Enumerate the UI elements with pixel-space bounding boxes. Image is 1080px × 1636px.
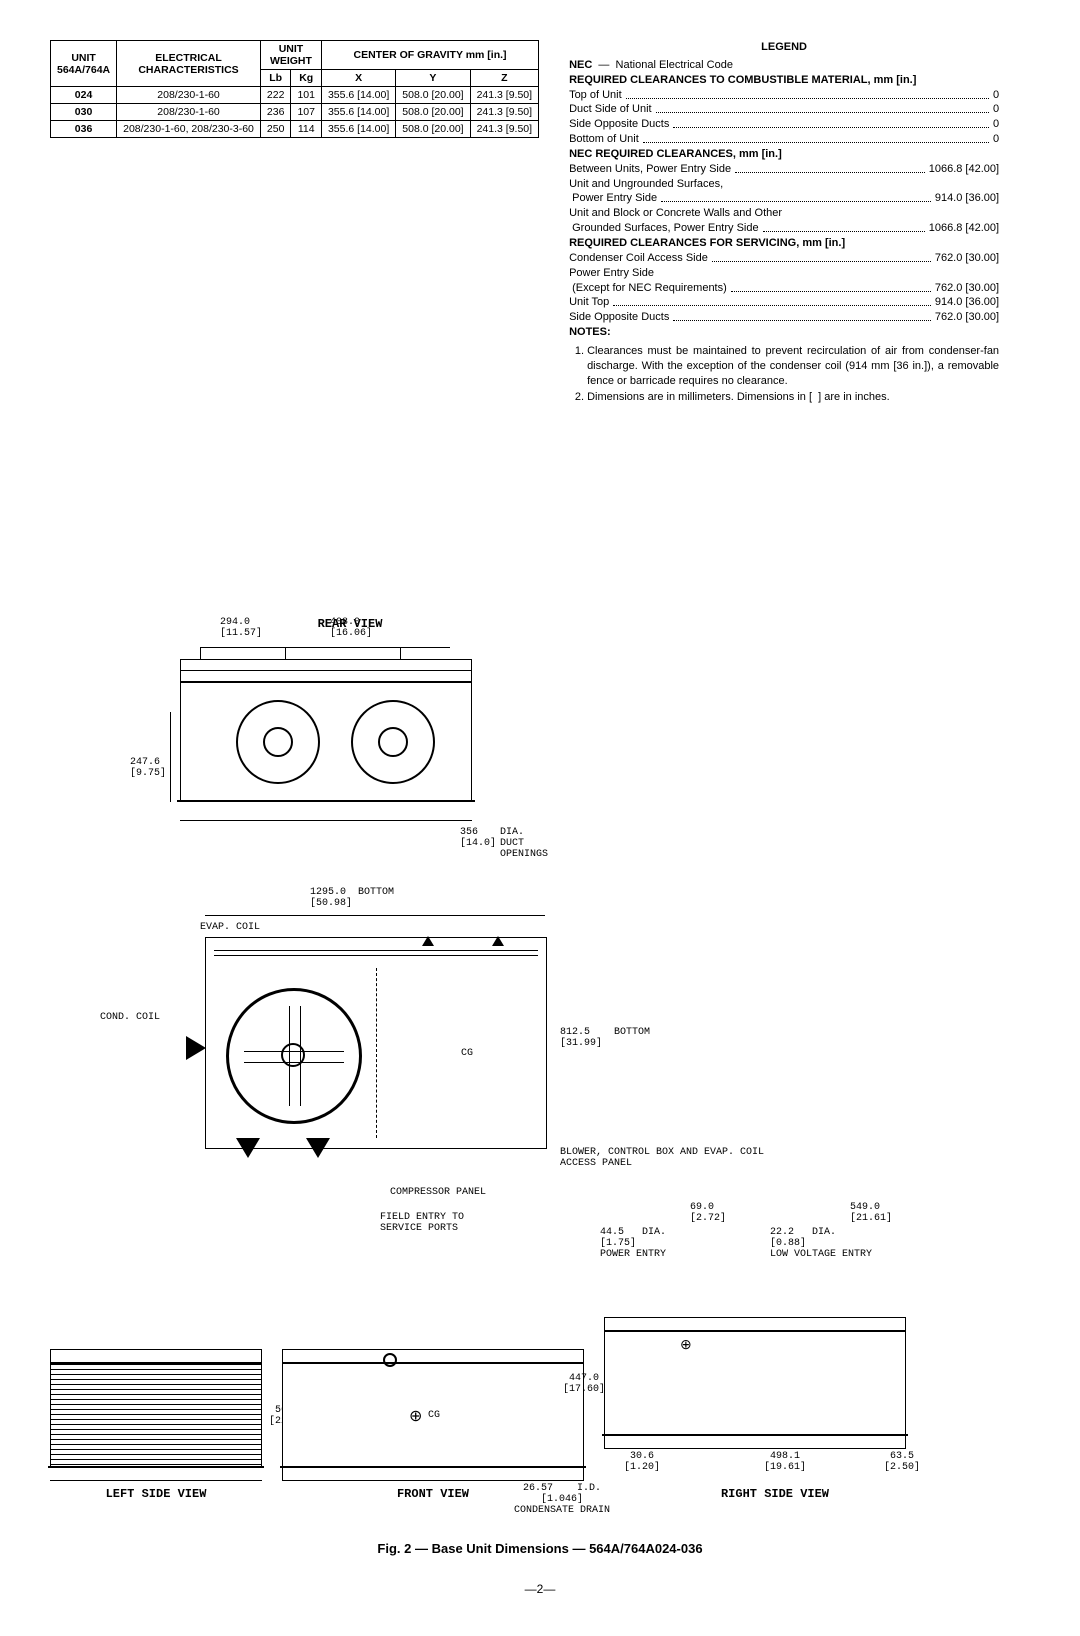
th-y: Y — [396, 70, 470, 87]
th-unit: UNIT 564A/764A — [51, 41, 117, 87]
legend-title: LEGEND — [569, 40, 999, 55]
legend-row: Top of Unit0 — [569, 88, 999, 103]
fan-icon — [226, 988, 362, 1124]
th-x: X — [321, 70, 395, 87]
th-lb: Lb — [260, 70, 291, 87]
sec1: REQUIRED CLEARANCES TO COMBUSTIBLE MATER… — [569, 74, 916, 86]
left-caption: LEFT SIDE VIEW — [50, 1487, 262, 1501]
th-weight: UNIT WEIGHT — [260, 41, 321, 70]
table-row: 030208/230-1-60236107355.6 [14.00]508.0 … — [51, 104, 539, 121]
rear-view-diagram: 294.0 [11.57] 408.0 [16.06] 247.6 [9.75]… — [150, 617, 510, 867]
three-view-row: 562.2 [22.13] LEFT SIDE VIEW CG ⊕ FRONT … — [50, 1317, 1030, 1501]
top-view-diagram: 1295.0 BOTTOM [50.98] EVAP. COIL COND. C… — [130, 887, 580, 1167]
right-caption: RIGHT SIDE VIEW — [644, 1487, 906, 1501]
legend-row: Condenser Coil Access Side762.0 [30.00] — [569, 251, 999, 266]
sec2: NEC REQUIRED CLEARANCES, mm [in.] — [569, 148, 782, 160]
table-row: 036208/230-1-60, 208/230-3-60250114355.6… — [51, 121, 539, 138]
legend-row: Power Entry Side914.0 [36.00] — [569, 191, 999, 206]
note-1: Clearances must be maintained to prevent… — [587, 344, 999, 389]
legend-row: Unit Top914.0 [36.00] — [569, 295, 999, 310]
nec-abbr: NEC — [569, 59, 592, 71]
th-cog: CENTER OF GRAVITY mm [in.] — [321, 41, 538, 70]
figure-caption: Fig. 2 — Base Unit Dimensions — 564A/764… — [50, 1541, 1030, 1556]
legend-row: Between Units, Power Entry Side1066.8 [4… — [569, 162, 999, 177]
legend-row: Side Opposite Ducts0 — [569, 117, 999, 132]
th-z: Z — [470, 70, 538, 87]
legend-row: Power Entry Side — [569, 266, 999, 281]
note-2: Dimensions are in millimeters. Dimension… — [587, 390, 999, 405]
legend-row: Duct Side of Unit0 — [569, 102, 999, 117]
notes-head: NOTES: — [569, 326, 611, 338]
spec-table: UNIT 564A/764A ELECTRICAL CHARACTERISTIC… — [50, 40, 539, 138]
legend-row: Grounded Surfaces, Power Entry Side1066.… — [569, 221, 999, 236]
th-elec: ELECTRICAL CHARACTERISTICS — [117, 41, 261, 87]
th-kg: Kg — [291, 70, 322, 87]
page-number: —2— — [50, 1582, 1030, 1596]
front-diagram: CG ⊕ — [282, 1349, 584, 1481]
legend-row: Unit and Block or Concrete Walls and Oth… — [569, 206, 999, 221]
legend-row: (Except for NEC Requirements)762.0 [30.0… — [569, 281, 999, 296]
sec3: REQUIRED CLEARANCES FOR SERVICING, mm [i… — [569, 237, 845, 249]
left-side-diagram: 562.2 [22.13] — [50, 1349, 262, 1481]
legend-row: Side Opposite Ducts762.0 [30.00] — [569, 310, 999, 325]
nec-def: National Electrical Code — [616, 59, 733, 71]
legend-row: Unit and Ungrounded Surfaces, — [569, 177, 999, 192]
right-side-diagram: ⊕ 447.0 [17.60] — [604, 1317, 906, 1449]
table-row: 024208/230-1-60222101355.6 [14.00]508.0 … — [51, 87, 539, 104]
legend-row: Bottom of Unit0 — [569, 132, 999, 147]
legend-panel: LEGEND NEC — National Electrical Code RE… — [569, 40, 999, 407]
